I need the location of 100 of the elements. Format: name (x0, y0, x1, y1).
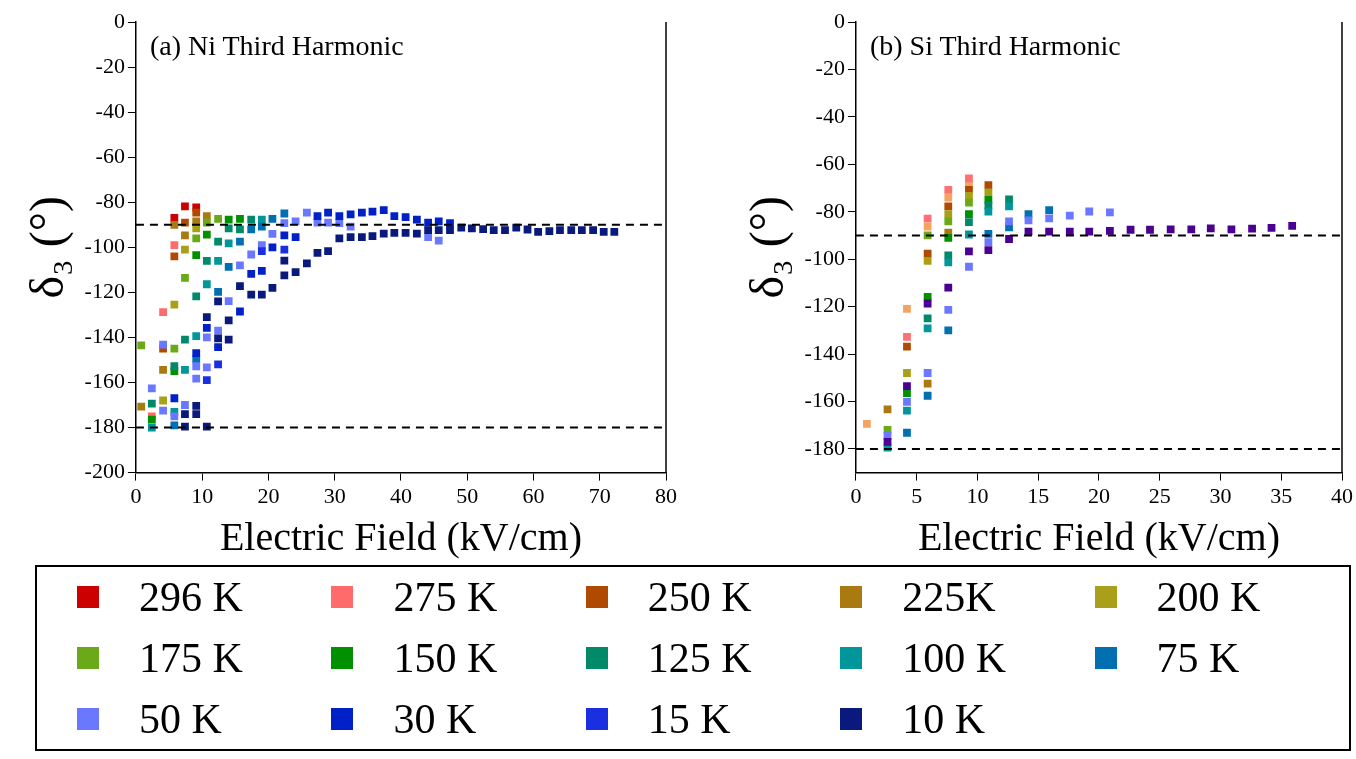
point (883, 437, 892, 446)
y-tick-label: -20 (815, 55, 845, 81)
point (1024, 216, 1033, 225)
point (944, 258, 953, 267)
point (268, 243, 277, 252)
point (181, 401, 189, 409)
point (903, 389, 911, 398)
point (192, 374, 201, 383)
point (224, 224, 233, 233)
point (965, 218, 973, 227)
point (944, 326, 953, 335)
y-tick-label: -100 (84, 233, 125, 259)
point (291, 233, 300, 242)
point (1126, 225, 1135, 234)
point (610, 228, 619, 236)
point (923, 214, 932, 223)
point (170, 412, 179, 421)
point (346, 233, 355, 242)
point (903, 406, 911, 415)
point (214, 343, 222, 351)
point (599, 228, 608, 236)
point (903, 428, 911, 437)
point (1065, 211, 1074, 220)
point (291, 268, 300, 276)
legend-label: 50 K (139, 694, 222, 744)
point (984, 207, 993, 216)
point (224, 335, 233, 344)
point (224, 297, 233, 306)
point (236, 282, 244, 290)
point (1227, 225, 1236, 234)
point (181, 365, 189, 374)
y-tick-label: -200 (84, 458, 125, 484)
point (324, 208, 332, 217)
point (280, 271, 289, 280)
point (965, 247, 973, 256)
point (214, 288, 222, 296)
point (280, 209, 289, 218)
x-tick-label: 50 (456, 482, 479, 508)
point (181, 231, 189, 240)
point (192, 292, 201, 301)
x-tick-label: 20 (257, 482, 280, 508)
point (368, 207, 377, 216)
point (247, 250, 256, 259)
point (401, 228, 410, 237)
point (1045, 214, 1054, 223)
point (446, 226, 454, 235)
legend-label: 175 K (139, 634, 243, 683)
point (202, 230, 211, 239)
point (965, 262, 973, 271)
point (313, 212, 322, 221)
point (589, 226, 597, 235)
point (1146, 225, 1154, 234)
point (944, 186, 953, 194)
point (170, 300, 179, 309)
point (257, 290, 266, 299)
point (434, 236, 443, 245)
point (1187, 225, 1196, 234)
point (247, 270, 256, 278)
legend-label: 250 K (647, 573, 752, 623)
y-axis-title: δ₃ (°) (740, 196, 795, 299)
point (170, 252, 179, 261)
y-tick-label: -140 (804, 339, 845, 365)
point (965, 210, 973, 218)
point (984, 238, 993, 246)
x-tick-label: 10 (966, 482, 989, 508)
point (567, 226, 576, 235)
point (984, 188, 993, 197)
point (424, 233, 433, 242)
point (192, 362, 201, 371)
point (923, 314, 932, 323)
x-tick-label: 20 (1087, 482, 1110, 508)
point (923, 391, 932, 400)
point (1005, 235, 1013, 243)
x-tick-label: 5 (911, 482, 923, 508)
y-tick-label: -180 (804, 434, 845, 460)
point (1248, 224, 1256, 233)
y-tick-label: -80 (815, 197, 845, 223)
point (181, 335, 189, 344)
point (280, 231, 289, 240)
point (181, 245, 189, 254)
point (192, 208, 201, 217)
point (479, 225, 488, 233)
y-tick-label: -20 (95, 52, 125, 78)
point (944, 202, 953, 211)
point (192, 410, 201, 418)
point (214, 237, 222, 246)
y-tick-label: -100 (804, 244, 845, 270)
point (192, 234, 201, 243)
point (923, 299, 932, 308)
point (923, 256, 932, 265)
point (489, 226, 498, 235)
y-tick-label: -140 (84, 323, 125, 349)
point (280, 245, 289, 254)
point (236, 237, 244, 246)
point (236, 307, 244, 316)
annotation: (a) Ni Third Harmonic (149, 30, 404, 62)
point (214, 334, 222, 343)
point (170, 421, 179, 430)
point (236, 215, 244, 223)
x-axis-title: Electric Field (kV/cm) (917, 513, 1281, 559)
